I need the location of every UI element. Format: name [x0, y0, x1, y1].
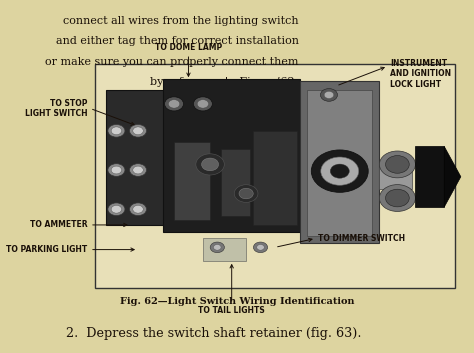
Circle shape [111, 205, 122, 213]
Text: TO DOME LAMP: TO DOME LAMP [155, 43, 222, 52]
Text: TO AMMETER: TO AMMETER [30, 220, 88, 229]
Circle shape [108, 164, 125, 176]
Circle shape [321, 157, 359, 185]
Text: by reference to Figure’62.: by reference to Figure’62. [151, 77, 299, 87]
Circle shape [168, 100, 180, 108]
Text: or make sure you can properly connect them: or make sure you can properly connect th… [45, 57, 299, 67]
Circle shape [239, 188, 253, 199]
Text: 2.  Depress the switch shaft retainer (fig. 63).: 2. Depress the switch shaft retainer (fi… [66, 327, 362, 340]
Text: TO PARKING LIGHT: TO PARKING LIGHT [6, 245, 88, 254]
Text: connect all wires from the lighting switch: connect all wires from the lighting swit… [63, 16, 299, 26]
FancyBboxPatch shape [221, 149, 250, 216]
Circle shape [257, 245, 264, 250]
Circle shape [234, 185, 258, 202]
Text: Fig. 62—Light Switch Wiring Identification: Fig. 62—Light Switch Wiring Identificati… [120, 297, 354, 306]
Circle shape [129, 125, 146, 137]
Circle shape [197, 100, 209, 108]
Circle shape [385, 156, 409, 173]
Circle shape [108, 125, 125, 137]
FancyBboxPatch shape [163, 79, 300, 232]
FancyBboxPatch shape [95, 64, 455, 288]
Circle shape [193, 97, 212, 111]
Text: TO TAIL LIGHTS: TO TAIL LIGHTS [198, 306, 265, 315]
FancyBboxPatch shape [379, 167, 412, 189]
Text: INSTRUMENT
AND IGNITION
LOCK LIGHT: INSTRUMENT AND IGNITION LOCK LIGHT [390, 59, 451, 89]
Polygon shape [444, 146, 461, 207]
Circle shape [129, 203, 146, 216]
Circle shape [213, 245, 221, 250]
Circle shape [379, 185, 415, 211]
Circle shape [133, 166, 143, 174]
Text: TO DIMMER SWITCH: TO DIMMER SWITCH [318, 234, 405, 243]
FancyBboxPatch shape [415, 146, 444, 207]
Circle shape [311, 150, 368, 192]
FancyBboxPatch shape [300, 82, 379, 243]
FancyBboxPatch shape [253, 131, 297, 225]
Circle shape [196, 154, 224, 175]
Circle shape [254, 242, 268, 253]
Text: TO STOP
LIGHT SWITCH: TO STOP LIGHT SWITCH [25, 99, 88, 118]
Circle shape [164, 97, 183, 111]
Text: and either tag them for correct installation: and either tag them for correct installa… [55, 36, 299, 46]
Circle shape [108, 203, 125, 216]
Circle shape [324, 91, 334, 98]
FancyBboxPatch shape [307, 90, 372, 236]
Circle shape [111, 166, 122, 174]
FancyBboxPatch shape [203, 238, 246, 261]
Circle shape [201, 158, 219, 171]
Circle shape [330, 164, 349, 178]
Circle shape [385, 189, 409, 207]
Circle shape [210, 242, 224, 253]
Circle shape [129, 164, 146, 176]
Circle shape [133, 127, 143, 135]
FancyBboxPatch shape [174, 142, 210, 220]
Circle shape [379, 151, 415, 178]
Circle shape [320, 89, 337, 101]
FancyBboxPatch shape [106, 90, 171, 225]
Circle shape [111, 127, 122, 135]
Circle shape [133, 205, 143, 213]
